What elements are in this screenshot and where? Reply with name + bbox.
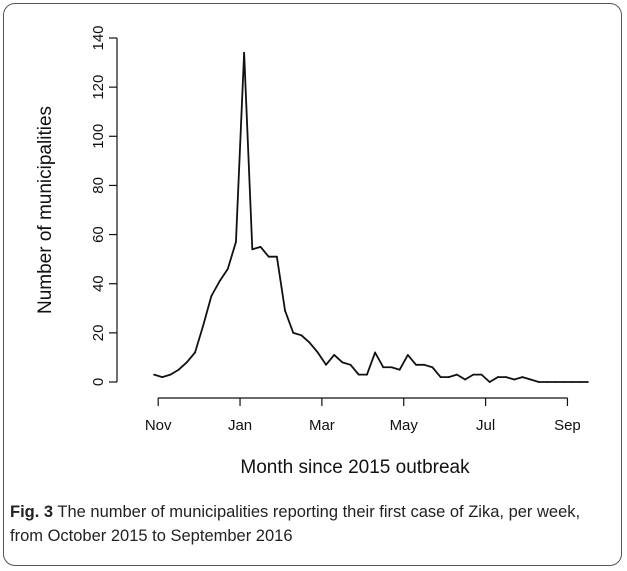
series-layer <box>153 51 589 383</box>
y-axis-title: Number of municipalities <box>35 106 56 314</box>
data-point <box>284 309 286 312</box>
x-tick-label: Jul <box>476 417 495 434</box>
figure-frame <box>3 3 622 566</box>
y-tick-label: 80 <box>90 177 107 194</box>
data-point <box>349 363 352 366</box>
data-point <box>341 361 344 364</box>
data-point <box>505 376 507 378</box>
data-point <box>431 366 434 369</box>
data-point <box>169 373 172 376</box>
data-point <box>259 245 262 248</box>
data-point <box>194 351 196 354</box>
y-tick-label: 40 <box>90 275 107 292</box>
data-point <box>537 381 540 383</box>
data-point <box>529 378 532 381</box>
y-tick-label: 0 <box>90 378 107 386</box>
data-point <box>177 368 180 371</box>
data-point <box>374 351 376 354</box>
data-point <box>390 366 393 369</box>
data-point <box>292 331 295 334</box>
line-chart: 0 20 40 60 80 100 120 140 Nov Jan Mar May Jul Sep Mo… <box>35 25 589 478</box>
data-point <box>513 378 516 381</box>
data-point <box>251 248 254 251</box>
data-point <box>267 255 270 258</box>
y-tick-label: 100 <box>90 124 107 149</box>
series-line <box>153 51 588 383</box>
x-tick-label: Sep <box>554 417 581 434</box>
data-point <box>447 376 450 378</box>
x-tick-label: Jan <box>228 417 252 434</box>
data-point <box>202 324 205 327</box>
data-point <box>521 376 524 378</box>
y-tick-label: 60 <box>90 226 107 243</box>
data-point <box>398 368 401 371</box>
x-tick-label: Mar <box>309 417 335 434</box>
figure-caption: Fig. 3 The number of municipalities repo… <box>10 500 610 548</box>
data-point <box>275 255 278 258</box>
data-point <box>185 361 188 364</box>
data-point <box>226 268 229 270</box>
data-point <box>325 363 327 366</box>
data-point <box>210 295 213 297</box>
data-point <box>546 381 548 383</box>
data-point <box>316 351 319 354</box>
y-axis: 0 20 40 60 80 100 120 140 <box>90 25 118 386</box>
data-point <box>308 341 311 344</box>
y-tick-label: 20 <box>90 325 107 342</box>
x-tick-label: May <box>390 417 419 434</box>
data-point <box>456 373 458 376</box>
data-point <box>333 354 336 356</box>
x-tick-label: Nov <box>145 417 172 434</box>
data-point <box>300 334 303 337</box>
x-axis: Nov Jan Mar May Jul Sep <box>145 397 581 434</box>
figure-label: Fig. 3 <box>10 503 54 521</box>
data-point <box>406 354 409 356</box>
data-point <box>218 280 221 283</box>
data-point <box>554 381 557 383</box>
data-point <box>464 378 467 381</box>
data-point <box>578 381 581 383</box>
data-point <box>153 373 155 376</box>
data-point <box>488 381 491 383</box>
y-tick-label: 140 <box>90 25 107 50</box>
data-point <box>357 373 360 376</box>
data-point <box>472 373 475 376</box>
data-point <box>423 363 426 366</box>
data-point <box>415 363 417 366</box>
data-point <box>366 373 368 376</box>
data-point <box>480 373 483 376</box>
data-point <box>587 381 589 383</box>
data-point <box>243 51 246 54</box>
data-point <box>496 376 499 378</box>
data-point <box>570 381 573 383</box>
x-axis-title: Month since 2015 outbreak <box>240 457 470 478</box>
y-tick-label: 120 <box>90 75 107 100</box>
data-point <box>562 381 565 383</box>
data-point <box>235 241 237 243</box>
data-point <box>439 376 442 378</box>
caption-text: The number of municipalities reporting t… <box>10 503 581 545</box>
data-point <box>161 376 164 378</box>
data-point <box>382 366 385 369</box>
